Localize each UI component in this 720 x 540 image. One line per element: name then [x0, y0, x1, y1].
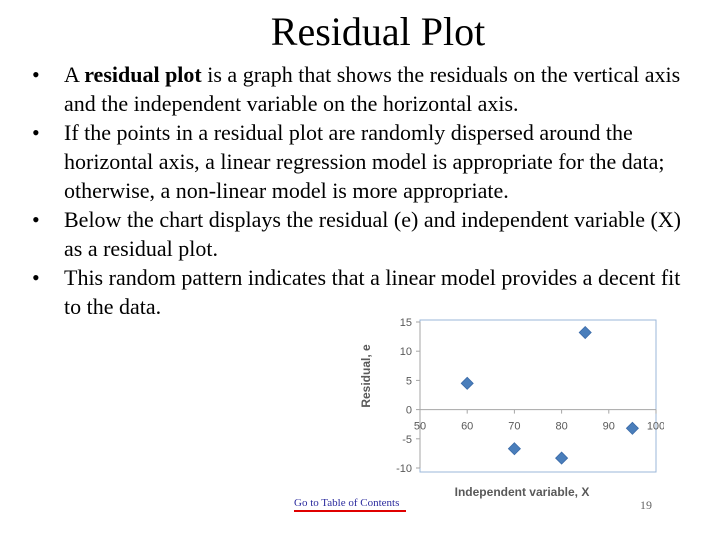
bullet-prefix: A [64, 62, 85, 87]
table-of-contents-link[interactable]: Go to Table of Contents [294, 496, 406, 512]
bullet-item: • This random pattern indicates that a l… [32, 263, 702, 321]
y-tick-label: -5 [402, 434, 412, 446]
y-tick-label: 10 [400, 346, 412, 358]
bullet-dot: • [32, 207, 40, 232]
x-tick-label: 70 [508, 421, 520, 433]
bullet-item: • If the points in a residual plot are r… [32, 118, 702, 205]
chart-marks: -10 -5 0 5 10 15 50 60 70 80 90 100 [396, 317, 664, 475]
y-tick-label: -10 [396, 463, 412, 475]
data-point [625, 421, 639, 435]
y-tick-label: 15 [400, 317, 412, 329]
residual-scatter-chart: -10 -5 0 5 10 15 50 60 70 80 90 100 Independent var… [352, 312, 664, 508]
data-point [578, 325, 592, 340]
bullet-term: residual plot [84, 62, 202, 87]
plot-area-border [419, 319, 657, 473]
y-tick-label: 5 [406, 375, 412, 387]
bullet-item: • Below the chart displays the residual … [32, 205, 702, 263]
x-tick-label: 90 [603, 421, 615, 433]
x-tick-label: 60 [461, 421, 473, 433]
y-axis-title: Residual, e [359, 344, 373, 408]
bullet-text: is a graph that shows the residuals on t… [64, 62, 681, 116]
bullet-item: • A residual plot is a graph that shows … [32, 60, 702, 118]
x-tick-label: 50 [414, 421, 426, 433]
bullet-text: If the points in a residual plot are ran… [64, 120, 665, 203]
x-axis-title: Independent variable, X [455, 485, 590, 499]
bullet-dot: • [32, 265, 40, 290]
bullet-dot: • [32, 120, 40, 145]
data-point [507, 442, 521, 456]
bullet-list: • A residual plot is a graph that shows … [32, 60, 702, 321]
slide-title: Residual Plot [270, 9, 486, 54]
data-point [460, 376, 474, 390]
bullet-text: This random pattern indicates that a lin… [64, 265, 681, 319]
y-tick-label: 0 [406, 405, 412, 417]
bullet-dot: • [32, 62, 40, 87]
chart-svg: -10 -5 0 5 10 15 50 60 70 80 90 100 Independent var… [359, 317, 664, 499]
x-tick-label: 100 [647, 421, 664, 433]
bullet-text: Below the chart displays the residual (e… [64, 207, 681, 261]
data-point [555, 451, 569, 465]
x-tick-label: 80 [555, 421, 567, 433]
page-number: 19 [640, 498, 652, 512]
